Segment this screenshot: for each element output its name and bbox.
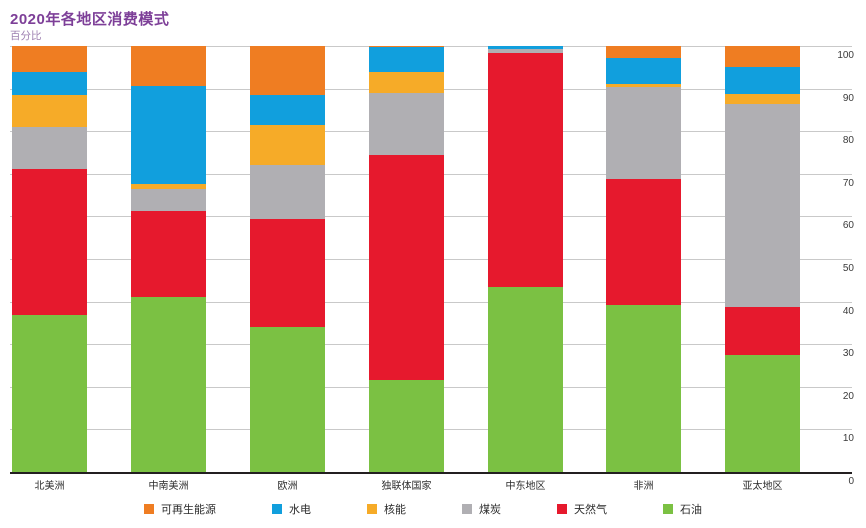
x-axis-label: 非洲 — [633, 481, 654, 492]
bar-segment-hydro — [488, 46, 563, 50]
bar-segment-oil — [488, 286, 563, 472]
bar-segment-coal — [606, 87, 681, 179]
bar-segment-gas — [488, 52, 563, 287]
y-axis-tick-label: 30 — [842, 348, 854, 360]
legend-label: 石油 — [680, 504, 702, 516]
y-axis-tick-label: 20 — [842, 390, 854, 402]
bar-segment-gas — [725, 306, 800, 355]
bar-segment-hydro — [725, 67, 800, 94]
bar-segment-nuclear — [250, 124, 325, 166]
bar-segment-renewables — [131, 46, 206, 87]
bar-segment-gas — [250, 218, 325, 327]
x-axis-label: 亚太地区 — [742, 481, 783, 492]
bar-segment-coal — [250, 165, 325, 219]
bar-segment-coal — [131, 189, 206, 211]
bar-segment-coal — [488, 49, 563, 53]
bar-segment-hydro — [12, 71, 87, 96]
legend-item-hydro: 水电 — [272, 501, 311, 517]
x-axis-label: 中南美洲 — [148, 481, 189, 492]
x-axis-label: 独联体国家 — [381, 481, 432, 492]
bar-segment-oil — [725, 354, 800, 472]
bar-segment-coal — [725, 104, 800, 307]
legend-item-oil: 石油 — [663, 501, 702, 517]
legend-swatch-gas — [557, 504, 567, 514]
stacked-bar-7 — [725, 46, 800, 472]
bar-segment-oil — [606, 304, 681, 472]
legend-label: 核能 — [384, 504, 406, 516]
legend-swatch-nuclear — [367, 504, 377, 514]
y-axis-tick-label: 10 — [842, 433, 854, 445]
chart-subtitle: 百分比 — [10, 30, 42, 42]
legend-swatch-oil — [663, 504, 673, 514]
y-axis-tick-label: 60 — [842, 220, 854, 232]
y-axis-tick-label: 50 — [842, 263, 854, 274]
bar-segment-oil — [12, 315, 87, 472]
legend-item-renewables: 可再生能源 — [144, 501, 216, 517]
bar-segment-renewables — [250, 46, 325, 95]
y-axis-tick-label: 70 — [842, 177, 854, 189]
stacked-bar-1 — [12, 46, 87, 472]
legend-item-nuclear: 核能 — [367, 501, 406, 517]
bar-segment-oil — [250, 326, 325, 472]
bar-segment-hydro — [250, 95, 325, 125]
x-axis-label: 中东地区 — [505, 481, 546, 492]
bar-segment-gas — [606, 178, 681, 305]
stacked-bar-5 — [488, 46, 563, 472]
bar-segment-nuclear — [131, 184, 206, 190]
bar-segment-gas — [131, 210, 206, 297]
bar-segment-gas — [369, 155, 444, 381]
y-axis-tick-label: 100 — [837, 50, 854, 61]
bar-segment-renewables — [606, 46, 681, 58]
bar-segment-hydro — [131, 86, 206, 185]
chart-legend: 可再生能源 水电 核能 煤炭 天然气 石油 — [0, 501, 846, 517]
y-axis-tick-label: 80 — [842, 135, 854, 147]
stacked-bar-3 — [250, 46, 325, 472]
bar-segment-gas — [12, 168, 87, 316]
bar-segment-renewables — [12, 46, 87, 72]
stacked-bar-2 — [131, 46, 206, 472]
bar-segment-nuclear — [725, 93, 800, 105]
bar-segment-hydro — [369, 46, 444, 73]
legend-swatch-hydro — [272, 504, 282, 514]
bar-segment-coal — [369, 92, 444, 156]
bar-segment-nuclear — [369, 72, 444, 93]
legend-label: 煤炭 — [479, 504, 501, 516]
y-axis-tick-label: 40 — [842, 305, 854, 317]
y-axis-tick-label: 90 — [842, 92, 854, 104]
bar-segment-coal — [12, 127, 87, 169]
y-axis-tick-label: 0 — [848, 476, 854, 487]
chart-title: 2020年各地区消费模式 — [10, 11, 170, 28]
bar-segment-oil — [369, 380, 444, 472]
bar-segment-hydro — [606, 57, 681, 84]
x-axis-label: 北美洲 — [34, 481, 65, 492]
legend-item-gas: 天然气 — [557, 501, 607, 517]
bar-segment-nuclear — [606, 83, 681, 88]
stacked-bar-6 — [606, 46, 681, 472]
legend-item-coal: 煤炭 — [462, 501, 501, 517]
bar-segment-renewables — [369, 46, 444, 47]
bar-segment-oil — [131, 296, 206, 472]
bar-segment-renewables — [725, 46, 800, 68]
legend-label: 水电 — [289, 504, 311, 516]
x-axis-label: 欧洲 — [277, 481, 298, 492]
stacked-bar-4 — [369, 46, 444, 472]
legend-swatch-coal — [462, 504, 472, 514]
legend-label: 可再生能源 — [161, 504, 216, 516]
x-axis-line — [10, 472, 852, 474]
legend-label: 天然气 — [574, 504, 607, 516]
bar-segment-nuclear — [12, 95, 87, 128]
legend-swatch-renewables — [144, 504, 154, 514]
